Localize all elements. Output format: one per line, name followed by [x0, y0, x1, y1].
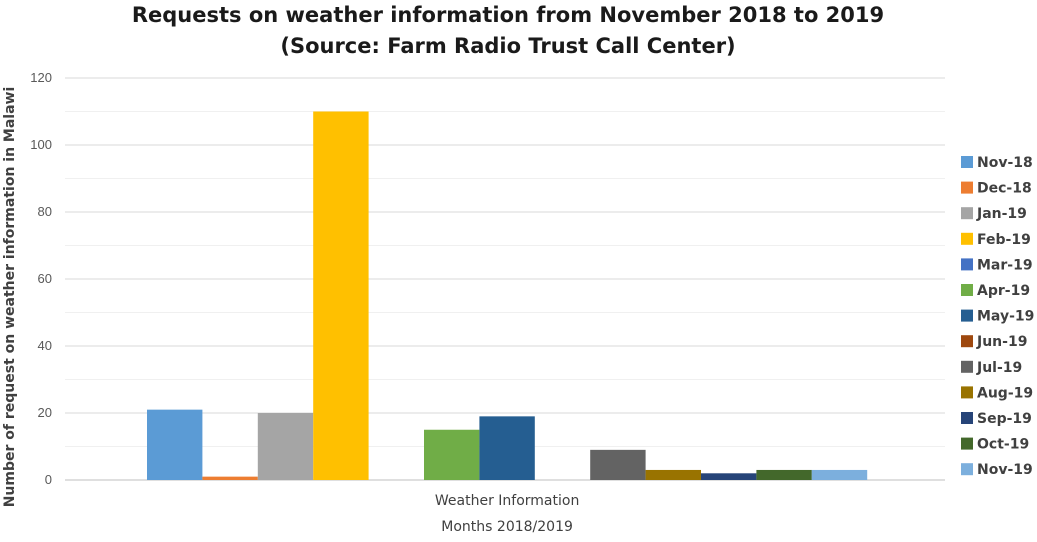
legend-label-mar-19: Mar-19 [977, 257, 1033, 273]
legend-swatch-aug-19 [961, 386, 973, 399]
legend-label-aug-19: Aug-19 [977, 385, 1033, 401]
legend-label-dec-18: Dec-18 [977, 181, 1032, 197]
legend-label-sep-19: Sep-19 [977, 411, 1032, 427]
legend-label-nov-18: Nov-18 [977, 155, 1033, 171]
y-axis-ticks: 0 20 40 60 80 100 120 [30, 70, 52, 487]
legend-label-jul-19: Jul-19 [976, 360, 1022, 376]
legend-label-feb-19: Feb-19 [977, 232, 1031, 248]
y-tick-label: 120 [30, 70, 52, 85]
chart-subtitle: (Source: Farm Radio Trust Call Center) [280, 34, 735, 58]
bar-dec-18 [202, 476, 258, 480]
legend-swatch-jun-19 [961, 335, 973, 348]
bar-jul-19 [590, 449, 646, 480]
legend-label-apr-19: Apr-19 [977, 283, 1030, 299]
y-tick-label: 100 [30, 137, 52, 152]
legend-label-jun-19: Jun-19 [976, 334, 1027, 350]
legend-swatch-jul-19 [961, 360, 973, 373]
bars [147, 111, 868, 480]
bar-oct-19 [756, 469, 812, 480]
legend-swatch-dec-18 [961, 181, 973, 194]
bar-feb-19 [313, 111, 369, 480]
x-category-label: Weather Information [435, 493, 579, 509]
legend-swatch-mar-19 [961, 258, 973, 271]
y-tick-label: 60 [38, 271, 52, 286]
y-tick-label: 40 [38, 338, 52, 353]
y-axis-title: Number of request on weather information… [2, 87, 18, 508]
legend: Nov-18 Dec-18 Jan-19 Feb-19 Mar-19 Apr-19 May-… [961, 155, 1034, 478]
chart-title: Requests on weather information from Nov… [132, 3, 884, 27]
bar-jan-19 [257, 413, 314, 480]
bar-may-19 [479, 416, 535, 480]
bar-sep-19 [701, 473, 757, 480]
legend-swatch-may-19 [961, 309, 973, 322]
y-tick-label: 0 [45, 472, 52, 487]
legend-swatch-nov-19 [961, 463, 973, 476]
bar-nov-19 [811, 469, 868, 480]
legend-swatch-apr-19 [961, 284, 973, 296]
legend-label-may-19: May-19 [977, 309, 1034, 325]
legend-label-oct-19: Oct-19 [977, 437, 1029, 453]
gridlines [65, 77, 945, 447]
legend-swatch-nov-18 [961, 156, 973, 168]
legend-swatch-feb-19 [961, 232, 973, 245]
legend-label-nov-19: Nov-19 [977, 462, 1033, 478]
legend-swatch-jan-19 [961, 207, 973, 220]
y-tick-label: 20 [38, 405, 52, 420]
bar-nov-18 [147, 409, 203, 480]
legend-swatch-sep-19 [961, 412, 973, 424]
bar-apr-19 [424, 429, 480, 480]
legend-swatch-oct-19 [961, 437, 973, 450]
legend-label-jan-19: Jan-19 [976, 206, 1027, 222]
bar-aug-19 [645, 469, 701, 480]
y-tick-label: 80 [38, 204, 52, 219]
x-axis-title: Months 2018/2019 [441, 519, 573, 535]
